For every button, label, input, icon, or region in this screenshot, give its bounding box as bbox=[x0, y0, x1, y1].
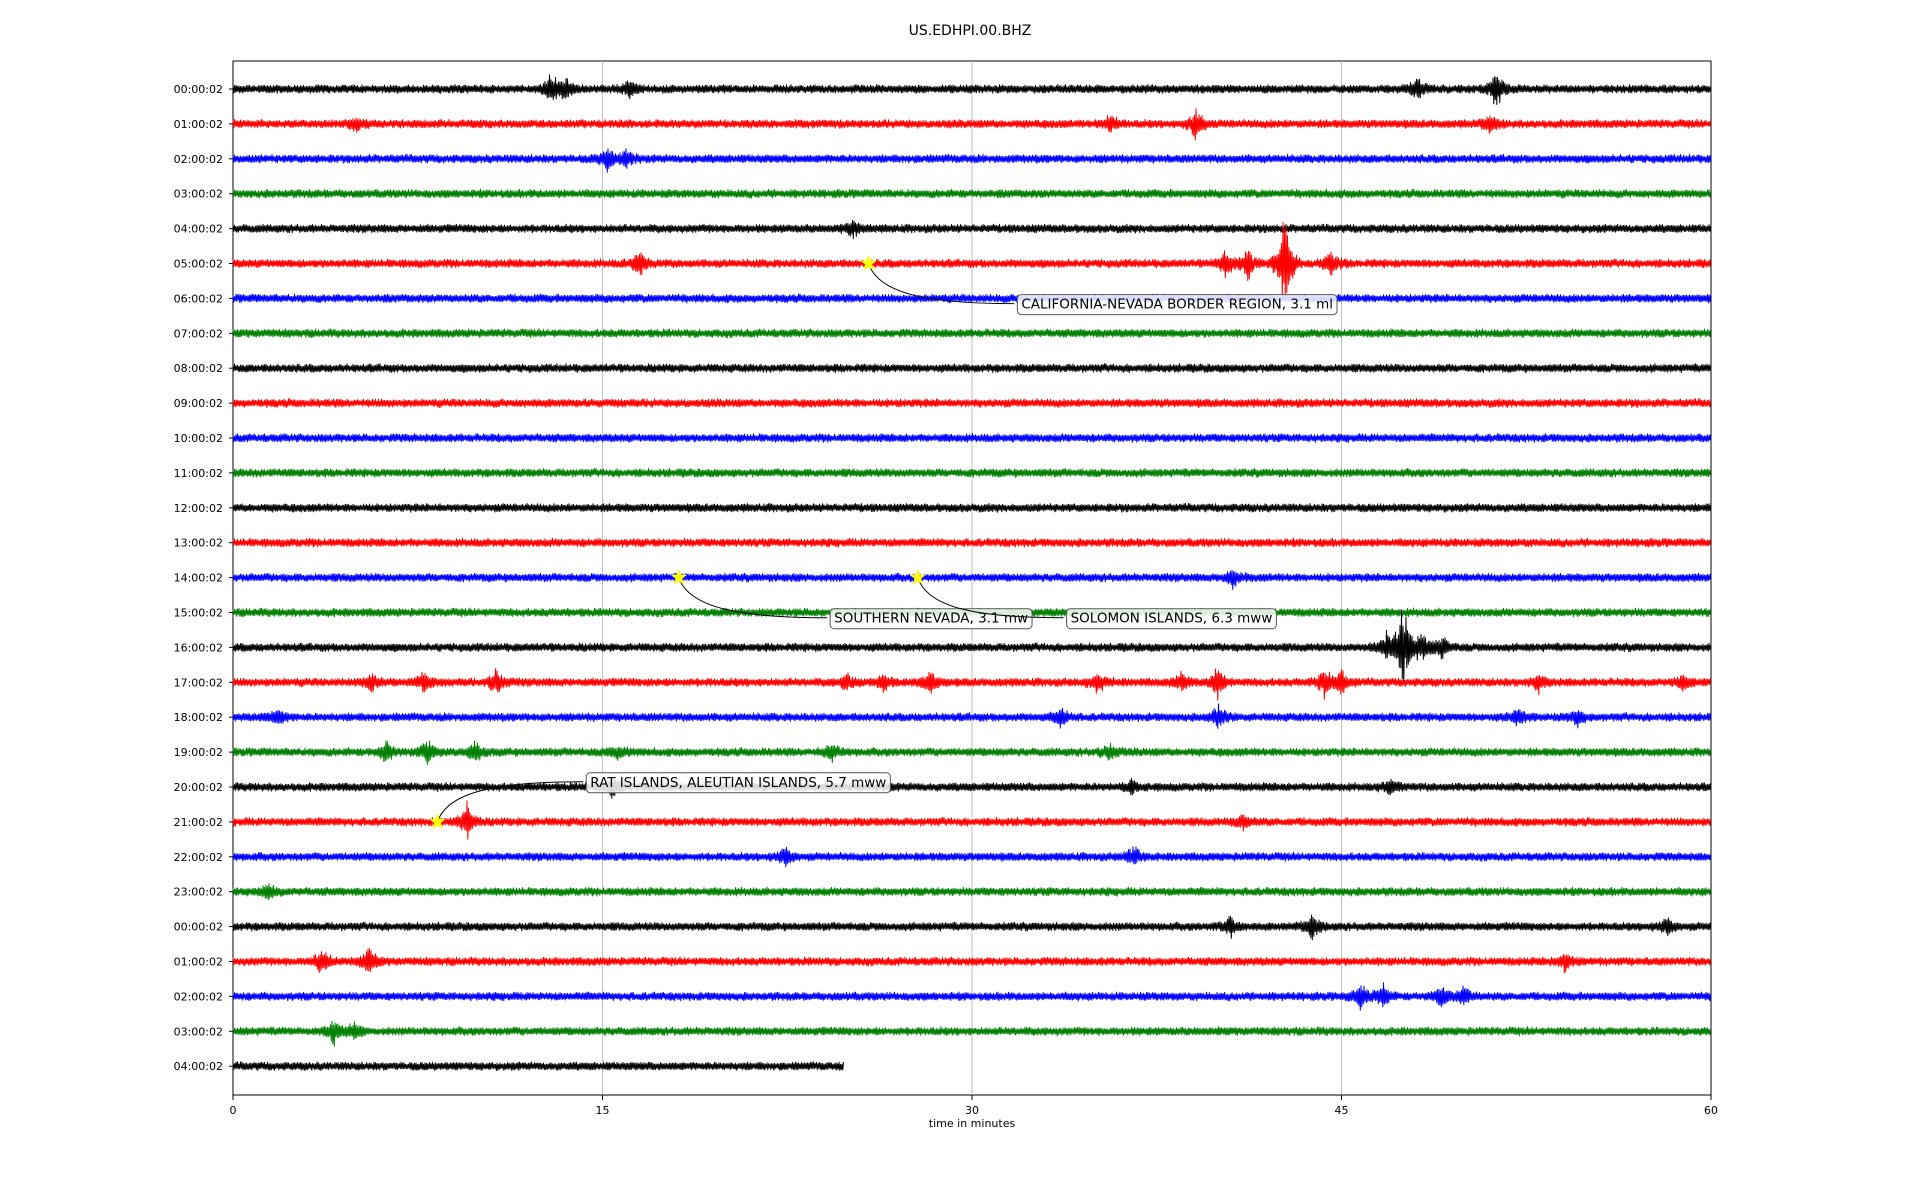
x-tick-label-3: 45 bbox=[1335, 1104, 1349, 1117]
row-label-18: 18:00:02 bbox=[174, 711, 223, 724]
row-label-0: 00:00:02 bbox=[174, 83, 223, 96]
trace-row-24 bbox=[232, 914, 1711, 941]
trace-row-7 bbox=[232, 328, 1711, 339]
event-label-box-2 bbox=[1066, 608, 1277, 630]
row-label-9: 09:00:02 bbox=[174, 397, 223, 410]
row-label-27: 03:00:02 bbox=[174, 1025, 223, 1038]
trace-row-12 bbox=[232, 502, 1711, 513]
row-label-11: 11:00:02 bbox=[174, 467, 223, 480]
row-label-7: 07:00:02 bbox=[174, 327, 223, 340]
event-label-2: SOLOMON ISLANDS, 6.3 mww bbox=[1071, 611, 1273, 627]
trace-row-21 bbox=[232, 800, 1711, 840]
row-label-20: 20:00:02 bbox=[174, 781, 223, 794]
event-annotations: CALIFORNIA-NEVADA BORDER REGION, 3.1 ml S… bbox=[429, 254, 1338, 829]
x-tick-label-1: 15 bbox=[596, 1104, 610, 1117]
event-connector-2 bbox=[917, 577, 1064, 619]
row-label-2: 02:00:02 bbox=[174, 153, 223, 166]
trace-row-28 bbox=[232, 1061, 844, 1071]
row-label-15: 15:00:02 bbox=[174, 607, 223, 620]
trace-row-17 bbox=[232, 668, 1711, 701]
trace-row-3 bbox=[232, 188, 1711, 199]
trace-row-13 bbox=[232, 537, 1711, 548]
trace-row-18 bbox=[232, 703, 1711, 729]
x-axis-label: time in minutes bbox=[929, 1117, 1016, 1130]
event-label-box-3 bbox=[585, 772, 891, 794]
event-connector-1 bbox=[678, 577, 828, 619]
event-star-0 bbox=[860, 254, 877, 271]
x-tick-label-4: 60 bbox=[1704, 1104, 1718, 1117]
row-label-17: 17:00:02 bbox=[174, 676, 223, 689]
row-label-12: 12:00:02 bbox=[174, 502, 223, 515]
x-tick-label-2: 30 bbox=[965, 1104, 979, 1117]
row-label-19: 19:00:02 bbox=[174, 746, 223, 759]
event-connector-0 bbox=[868, 263, 1015, 305]
row-label-26: 02:00:02 bbox=[174, 990, 223, 1003]
event-label-3: RAT ISLANDS, ALEUTIAN ISLANDS, 5.7 mww bbox=[590, 775, 886, 791]
trace-row-6 bbox=[232, 293, 1711, 304]
row-label-16: 16:00:02 bbox=[174, 641, 223, 654]
event-star-1 bbox=[670, 568, 688, 585]
row-label-13: 13:00:02 bbox=[174, 537, 223, 550]
trace-row-4 bbox=[232, 219, 1711, 240]
event-label-0: CALIFORNIA-NEVADA BORDER REGION, 3.1 ml bbox=[1021, 297, 1333, 313]
row-time-labels: 00:00:02 01:00:02 02:00:02 03:00:02 04:00:02… bbox=[174, 83, 233, 1073]
trace-row-10 bbox=[232, 433, 1711, 443]
event-star-3 bbox=[429, 813, 446, 829]
trace-row-25 bbox=[232, 948, 1711, 974]
row-label-25: 01:00:02 bbox=[174, 956, 223, 969]
event-label-box-0 bbox=[1016, 294, 1338, 316]
chart-title: US.EDHPI.00.BHZ bbox=[909, 23, 1032, 39]
trace-row-9 bbox=[232, 398, 1711, 409]
trace-row-8 bbox=[232, 363, 1711, 374]
trace-row-20 bbox=[232, 775, 1711, 799]
row-label-28: 04:00:02 bbox=[174, 1060, 223, 1073]
trace-row-27 bbox=[232, 1020, 1711, 1047]
event-label-box-1 bbox=[829, 608, 1033, 630]
row-label-21: 21:00:02 bbox=[174, 816, 223, 829]
row-label-3: 03:00:02 bbox=[174, 188, 223, 201]
trace-row-19 bbox=[232, 740, 1711, 766]
row-label-8: 08:00:02 bbox=[174, 362, 223, 375]
trace-row-26 bbox=[232, 982, 1711, 1011]
trace-row-0 bbox=[232, 74, 1711, 105]
row-label-14: 14:00:02 bbox=[174, 572, 223, 585]
trace-row-1 bbox=[232, 108, 1711, 141]
event-connector-3 bbox=[436, 781, 584, 823]
event-star-2 bbox=[909, 568, 927, 585]
row-label-4: 04:00:02 bbox=[174, 223, 223, 236]
row-label-6: 06:00:02 bbox=[174, 292, 223, 305]
row-label-24: 00:00:02 bbox=[174, 921, 223, 934]
x-tick-label-0: 0 bbox=[230, 1104, 237, 1117]
row-label-5: 05:00:02 bbox=[174, 258, 223, 271]
row-label-10: 10:00:02 bbox=[174, 432, 223, 445]
row-label-23: 23:00:02 bbox=[174, 886, 223, 899]
row-label-1: 01:00:02 bbox=[174, 118, 223, 131]
trace-row-14 bbox=[232, 570, 1711, 590]
trace-row-22 bbox=[232, 846, 1711, 868]
traces bbox=[232, 74, 1711, 1071]
trace-row-2 bbox=[232, 148, 1711, 173]
row-label-22: 22:00:02 bbox=[174, 851, 223, 864]
trace-row-11 bbox=[232, 467, 1711, 478]
event-label-1: SOUTHERN NEVADA, 3.1 mw bbox=[834, 611, 1028, 627]
x-axis-ticks: 0 15 30 45 60 bbox=[230, 1095, 1718, 1117]
trace-row-23 bbox=[232, 883, 1711, 901]
trace-row-16 bbox=[232, 609, 1711, 684]
trace-row-5 bbox=[232, 222, 1711, 298]
